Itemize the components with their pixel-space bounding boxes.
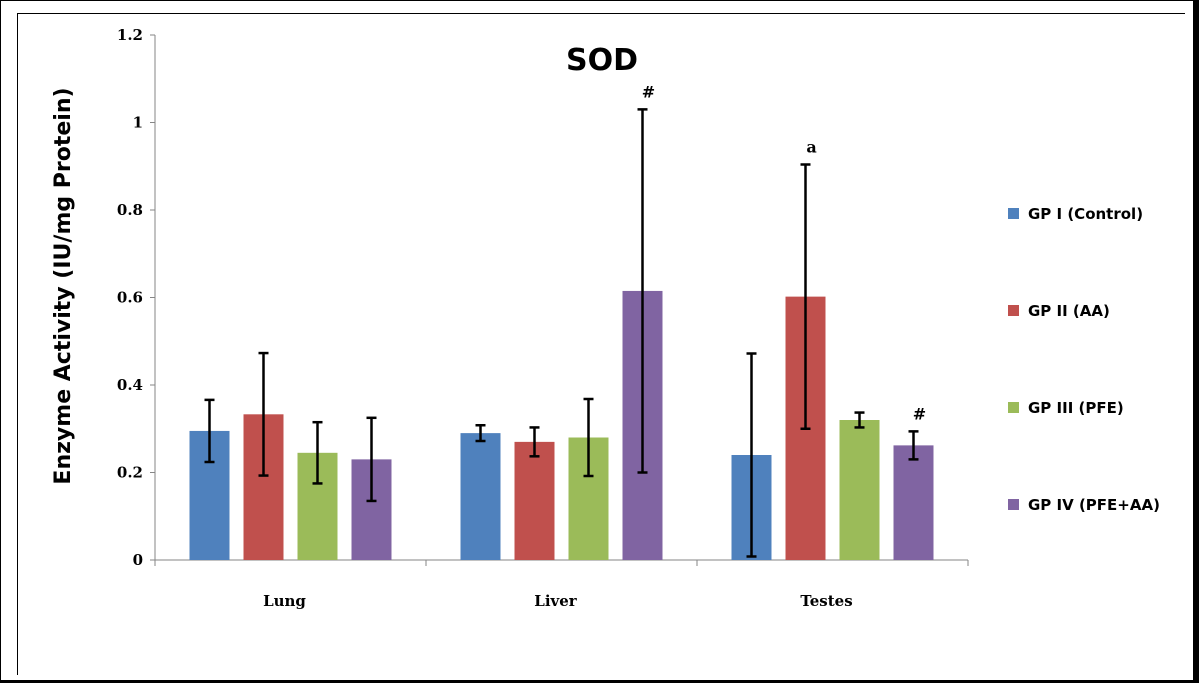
- y-tick-label: 0.6: [117, 289, 143, 307]
- legend-entry-label: GP III (PFE): [1028, 399, 1124, 417]
- significance-annotation: #: [913, 404, 926, 423]
- y-axis-label: Enzyme Activity (IU/mg Protein): [51, 87, 76, 484]
- legend-entry-label: GP IV (PFE+AA): [1028, 496, 1160, 514]
- significance-annotation: a: [806, 138, 816, 157]
- bar: [460, 433, 501, 560]
- legend-swatch: [1008, 402, 1019, 413]
- significance-annotation: #: [642, 82, 655, 101]
- bar: [839, 420, 880, 560]
- bar: [514, 441, 555, 560]
- y-tick-label: 0: [133, 551, 143, 569]
- chart-title: SOD: [566, 43, 638, 78]
- legend: GP I (Control) GP II (AA) GP III (PFE) GP I…: [1008, 205, 1160, 514]
- legend-swatch: [1008, 499, 1019, 510]
- plot-area: 0 0.2 0.4 0.6 0.8 1 1.2 Lung Liver Testes # a #: [117, 26, 969, 610]
- x-category-label: Testes: [800, 592, 852, 610]
- y-tick-label: 1: [133, 114, 143, 132]
- x-category-label: Lung: [263, 592, 306, 610]
- x-category-label: Liver: [534, 592, 578, 610]
- legend-entry-label: GP II (AA): [1028, 302, 1110, 320]
- legend-entry-label: GP I (Control): [1028, 205, 1143, 223]
- legend-swatch: [1008, 305, 1019, 316]
- y-tick-label: 0.2: [117, 464, 143, 482]
- y-tick-label: 1.2: [117, 26, 143, 44]
- legend-swatch: [1008, 208, 1019, 219]
- y-tick-label: 0.8: [117, 201, 143, 219]
- y-tick-label: 0.4: [117, 376, 143, 394]
- bar: [893, 445, 934, 560]
